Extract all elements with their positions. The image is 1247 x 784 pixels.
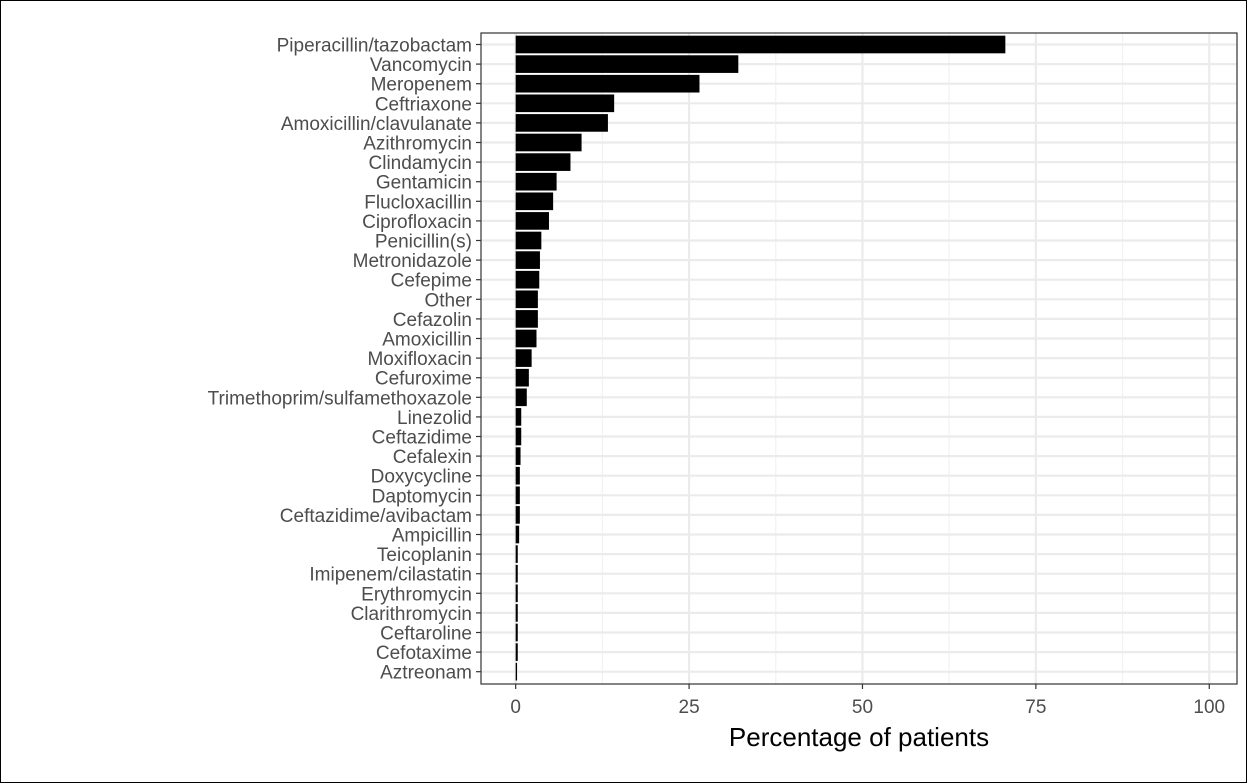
y-tick-label: Ceftaroline: [380, 624, 472, 645]
y-tick-label: Gentamicin: [376, 173, 472, 194]
y-tick-label: Daptomycin: [372, 486, 472, 507]
y-tick-label: Clindamycin: [369, 153, 472, 174]
bar-metronidazole: [515, 251, 540, 269]
y-tick-label: Vancomycin: [370, 55, 472, 76]
y-tick-label: Metronidazole: [353, 251, 472, 272]
y-tick-label: Cefalexin: [393, 447, 472, 468]
bar-gentamicin: [515, 172, 557, 191]
y-tick-label: Ciprofloxacin: [362, 212, 472, 233]
y-tick-label: Linezolid: [397, 408, 472, 429]
bar-meropenem: [515, 74, 700, 93]
bar-cefotaxime: [515, 643, 518, 661]
bars: [515, 35, 1006, 681]
y-tick-label: Trimethoprim/sulfamethoxazole: [208, 388, 472, 409]
y-tick-label: Ceftazidime/avibactam: [280, 506, 472, 527]
x-axis: 0 25 50 75 100: [510, 684, 1225, 718]
y-tick-label: Aztreonam: [380, 663, 472, 684]
bar-amoxicillin: [515, 329, 537, 348]
y-tick-label: Ceftazidime: [372, 428, 472, 449]
x-tick-label: 75: [1025, 697, 1046, 718]
y-tick-label: Teicoplanin: [377, 545, 472, 566]
y-tick-label: Cefuroxime: [375, 369, 472, 390]
bar-linezolid: [515, 408, 522, 426]
y-tick-label: Cefepime: [391, 271, 472, 292]
y-tick-label: Ceftriaxone: [375, 94, 472, 115]
bar-piperacillin-tazobactam: [515, 35, 1006, 54]
y-tick-label: Clarithromycin: [351, 604, 472, 625]
y-tick-label: Piperacillin/tazobactam: [277, 36, 472, 57]
y-tick-label: Flucloxacillin: [364, 192, 472, 213]
y-axis: Piperacillin/tazobactamVancomycinMeropen…: [208, 36, 481, 684]
bar-cefalexin: [515, 447, 521, 465]
y-tick-label: Erythromycin: [361, 584, 472, 605]
bar-penicillin-s: [515, 231, 542, 250]
bar-ceftriaxone: [515, 94, 615, 113]
x-tick-label: 50: [852, 697, 873, 718]
y-tick-label: Meropenem: [371, 75, 472, 96]
y-tick-label: Ampicillin: [392, 526, 472, 547]
y-tick-label: Azithromycin: [363, 134, 472, 155]
bar-vancomycin: [515, 55, 739, 73]
y-tick-label: Cefazolin: [393, 310, 472, 331]
bar-teicoplanin: [515, 545, 518, 563]
bar-daptomycin: [515, 486, 520, 505]
y-tick-label: Cefotaxime: [376, 643, 472, 664]
bar-doxycycline: [515, 466, 520, 485]
bar-clarithromycin: [515, 604, 518, 622]
bar-ceftazidime-avibactam: [515, 506, 520, 524]
bar-other: [515, 290, 538, 309]
x-tick-label: 100: [1193, 697, 1225, 718]
y-tick-label: Amoxicillin/clavulanate: [281, 114, 472, 135]
x-tick-label: 25: [679, 697, 700, 718]
bar-cefazolin: [515, 310, 538, 328]
bar-clindamycin: [515, 153, 571, 171]
bar-flucloxacillin: [515, 192, 554, 211]
bar-azithromycin: [515, 133, 582, 152]
bar-trimethoprim-sulfamethoxazole: [515, 388, 527, 407]
bar-amoxicillin-clavulanate: [515, 114, 608, 132]
y-tick-label: Other: [424, 290, 472, 311]
bar-ceftaroline: [515, 623, 518, 642]
bar-cefepime: [515, 270, 540, 289]
bar-ciprofloxacin: [515, 212, 549, 230]
x-axis-title: Percentage of patients: [729, 722, 989, 752]
bar-imipenem-cilastatin: [515, 564, 518, 583]
bar-aztreonam: [515, 662, 518, 681]
bar-ampicillin: [515, 525, 520, 544]
bar-ceftazidime: [515, 427, 522, 446]
y-tick-label: Moxifloxacin: [367, 349, 472, 370]
y-tick-label: Doxycycline: [371, 467, 472, 488]
y-tick-label: Amoxicillin: [382, 330, 472, 351]
bar-erythromycin: [515, 584, 518, 603]
bar-moxifloxacin: [515, 349, 532, 367]
y-tick-label: Imipenem/cilastatin: [309, 565, 472, 586]
y-tick-label: Penicillin(s): [375, 232, 472, 253]
x-tick-label: 0: [510, 697, 521, 718]
bar-cefuroxime: [515, 368, 529, 387]
